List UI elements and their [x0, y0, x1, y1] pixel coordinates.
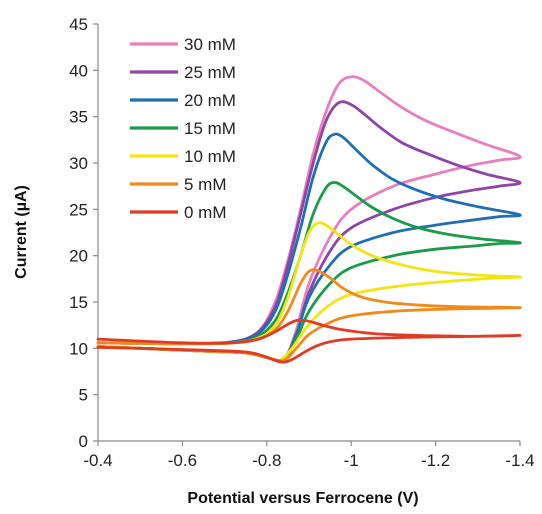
x-tick-label: -1.4 — [505, 451, 534, 470]
x-tick-label: -0.8 — [252, 451, 281, 470]
legend-label-25-mm: 25 mM — [184, 63, 236, 82]
legend-label-0-mm: 0 mM — [184, 203, 227, 222]
legend-label-10-mm: 10 mM — [184, 147, 236, 166]
y-tick-label: 30 — [69, 154, 88, 173]
y-tick-label: 45 — [69, 15, 88, 34]
legend-label-30-mm: 30 mM — [184, 35, 236, 54]
y-tick-label: 15 — [69, 293, 88, 312]
legend-label-20-mm: 20 mM — [184, 91, 236, 110]
series-lines — [96, 75, 522, 364]
x-tick-label: -0.6 — [168, 451, 197, 470]
x-axis-title: Potential versus Ferrocene (V) — [187, 490, 418, 507]
legend: 30 mM 25 mM 20 mM 15 mM 10 mM 5 mM 0 mM — [130, 35, 236, 222]
axes — [97, 24, 520, 442]
y-tick-label: 25 — [69, 200, 88, 219]
x-tick-label: -1.2 — [421, 451, 450, 470]
y-tick-label: 5 — [79, 386, 88, 405]
y-tick-label: 35 — [69, 108, 88, 127]
legend-label-5-mm: 5 mM — [184, 175, 227, 194]
series-line-0-mm — [96, 318, 522, 364]
series-line-30-mm — [96, 75, 522, 363]
y-tick-label: 40 — [69, 61, 88, 80]
y-tick-label: 0 — [79, 432, 88, 451]
y-ticks: 0 5 10 15 20 25 30 35 40 45 — [69, 15, 98, 451]
y-tick-label: 20 — [69, 247, 88, 266]
x-tick-label: -0.4 — [83, 451, 112, 470]
legend-label-15-mm: 15 mM — [184, 119, 236, 138]
x-tick-label: -1 — [344, 451, 359, 470]
x-ticks: -0.4 -0.6 -0.8 -1 -1.2 -1.4 — [83, 441, 535, 470]
y-tick-label: 10 — [69, 339, 88, 358]
y-axis-title: Current (µA) — [13, 185, 30, 279]
